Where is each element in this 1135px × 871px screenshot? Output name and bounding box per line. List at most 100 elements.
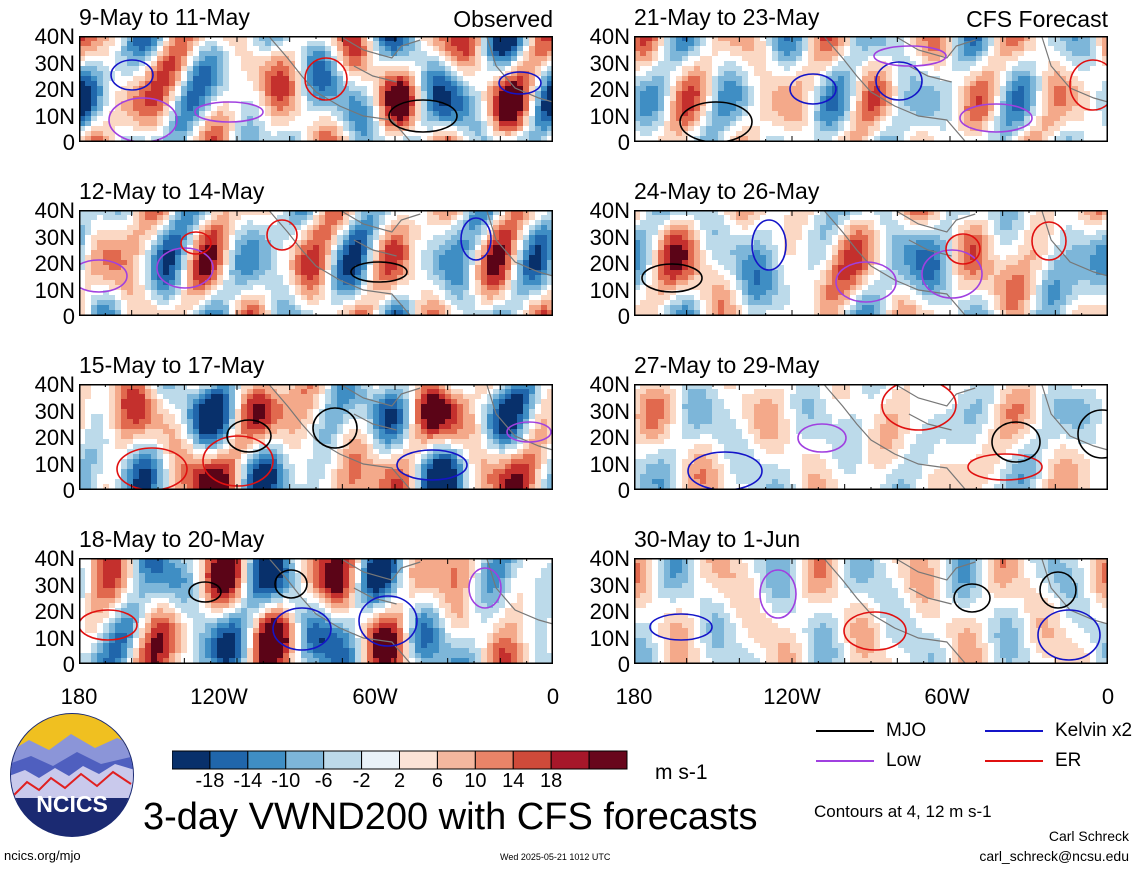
heat-cell	[451, 240, 457, 245]
heat-cell	[481, 76, 487, 81]
heat-cell	[517, 469, 523, 474]
heat-cell	[391, 240, 397, 245]
heat-cell	[139, 275, 145, 280]
heat-cell	[85, 240, 91, 245]
heat-cell	[127, 111, 133, 116]
heat-cell	[175, 240, 181, 245]
heat-cell	[109, 255, 115, 260]
heat-cell	[511, 449, 517, 454]
heat-cell	[499, 56, 505, 61]
heat-cell	[247, 91, 253, 96]
heat-cell	[313, 106, 319, 111]
heat-cell	[205, 409, 211, 414]
heat-cell	[427, 220, 433, 225]
heat-cell	[397, 51, 403, 56]
heat-cell	[211, 91, 217, 96]
heat-cell	[331, 210, 337, 215]
heat-cell	[319, 136, 325, 141]
heat-cell	[355, 210, 361, 215]
heat-cell	[115, 409, 121, 414]
heat-cell	[145, 71, 151, 76]
heat-cell	[151, 86, 157, 91]
heat-cell	[493, 285, 499, 290]
heat-cell	[121, 210, 127, 215]
heat-cell	[451, 41, 457, 46]
heat-cell	[517, 136, 523, 141]
heat-cell	[211, 245, 217, 250]
heat-cell	[205, 399, 211, 404]
heat-cell	[439, 81, 445, 86]
heat-cell	[517, 295, 523, 300]
heat-cell	[91, 101, 97, 106]
heat-cell	[103, 300, 109, 305]
heat-cell	[439, 106, 445, 111]
heat-cell	[223, 240, 229, 245]
heat-cell	[463, 424, 469, 429]
heat-cell	[145, 36, 151, 41]
heat-cell	[451, 56, 457, 61]
heat-cell	[541, 126, 547, 131]
heat-cell	[511, 255, 517, 260]
heat-cell	[157, 225, 163, 230]
heat-cell	[469, 474, 475, 479]
heat-cell	[361, 290, 367, 295]
heat-cell	[391, 61, 397, 66]
heat-cell	[103, 71, 109, 76]
heat-cell	[439, 46, 445, 51]
heat-cell	[457, 51, 463, 56]
heat-cell	[331, 215, 337, 220]
heat-cell	[343, 230, 349, 235]
heat-cell	[457, 106, 463, 111]
heat-cell	[475, 434, 481, 439]
heat-cell	[403, 51, 409, 56]
heat-cell	[493, 389, 499, 394]
heat-cell	[535, 429, 541, 434]
heat-cell	[97, 81, 103, 86]
heat-cell	[145, 419, 151, 424]
heat-cell	[271, 409, 277, 414]
heat-cell	[175, 449, 181, 454]
heat-cell	[439, 394, 445, 399]
heat-cell	[157, 399, 163, 404]
heat-cell	[331, 384, 337, 389]
heat-cell	[535, 295, 541, 300]
heat-cell	[229, 230, 235, 235]
heat-cell	[283, 389, 289, 394]
heat-cell	[91, 295, 97, 300]
heat-cell	[151, 56, 157, 61]
heat-cell	[367, 61, 373, 66]
heat-cell	[91, 464, 97, 469]
heat-cell	[247, 121, 253, 126]
heat-cell	[415, 394, 421, 399]
heat-cell	[313, 101, 319, 106]
heat-cell	[541, 66, 547, 71]
heat-cell	[217, 41, 223, 46]
heat-cell	[157, 260, 163, 265]
heat-cell	[253, 126, 259, 131]
heat-cell	[535, 225, 541, 230]
heat-cell	[487, 290, 493, 295]
heat-cell	[175, 225, 181, 230]
heat-cell	[295, 96, 301, 101]
heat-cell	[169, 235, 175, 240]
heat-cell	[445, 51, 451, 56]
heat-cell	[481, 230, 487, 235]
heat-cell	[295, 399, 301, 404]
heat-cell	[271, 260, 277, 265]
heat-cell	[193, 36, 199, 41]
contour-kelvin-x2	[498, 71, 542, 95]
heat-cell	[79, 235, 85, 240]
heat-cell	[499, 215, 505, 220]
heat-cell	[205, 295, 211, 300]
heat-cell	[199, 71, 205, 76]
heat-cell	[181, 126, 187, 131]
heat-cell	[193, 474, 199, 479]
heat-cell	[109, 51, 115, 56]
heat-cell	[283, 469, 289, 474]
heat-cell	[505, 459, 511, 464]
heat-cell	[433, 404, 439, 409]
heat-cell	[403, 71, 409, 76]
heat-cell	[253, 260, 259, 265]
heat-cell	[331, 409, 337, 414]
heat-cell	[469, 215, 475, 220]
